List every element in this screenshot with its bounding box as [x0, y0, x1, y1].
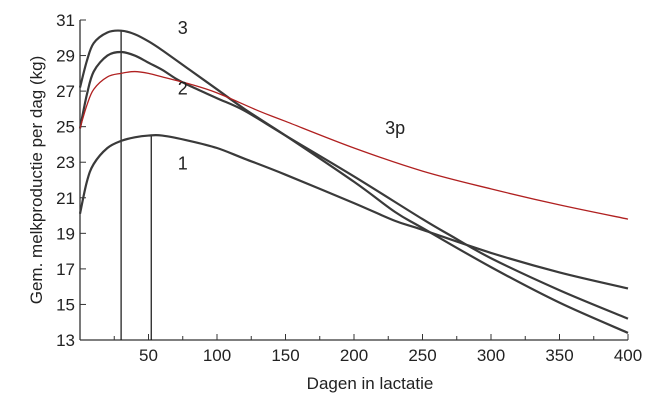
x-tick-label: 250: [408, 346, 436, 365]
y-tick-label: 15: [56, 295, 75, 314]
y-tick-label: 19: [56, 224, 75, 243]
y-tick-label: 13: [56, 331, 75, 350]
y-tick-label: 23: [56, 153, 75, 172]
series-line-3: [78, 29, 629, 334]
series-lines: [78, 29, 629, 334]
y-tick-label: 31: [56, 11, 75, 30]
axes: [79, 19, 629, 341]
y-tick-label: 25: [56, 118, 75, 137]
y-tick-label: 27: [56, 82, 75, 101]
x-tick-label: 100: [203, 346, 231, 365]
x-axis-title: Dagen in lactatie: [307, 374, 434, 393]
x-tick-label: 200: [340, 346, 368, 365]
y-tick-label: 17: [56, 260, 75, 279]
x-tick-label: 400: [614, 346, 642, 365]
series-labels: 1 2 3 3p: [178, 18, 405, 173]
x-tick-label: 300: [477, 346, 505, 365]
series-label-3: 3: [178, 18, 188, 38]
series-label-2: 2: [178, 79, 188, 99]
y-tick-label: 29: [56, 47, 75, 66]
y-axis-title: Gem. melkproductie per dag (kg): [27, 56, 46, 305]
x-tick-label: 150: [271, 346, 299, 365]
reference-lines: [120, 30, 152, 340]
series-label-3p: 3p: [385, 118, 405, 138]
x-tick-label: 50: [139, 346, 158, 365]
y-tick-label: 21: [56, 189, 75, 208]
series-label-1: 1: [178, 153, 188, 173]
series-line-2: [78, 50, 629, 320]
x-tick-label: 350: [545, 346, 573, 365]
series-line-3p: [79, 70, 629, 220]
series-line-1: [78, 133, 629, 290]
